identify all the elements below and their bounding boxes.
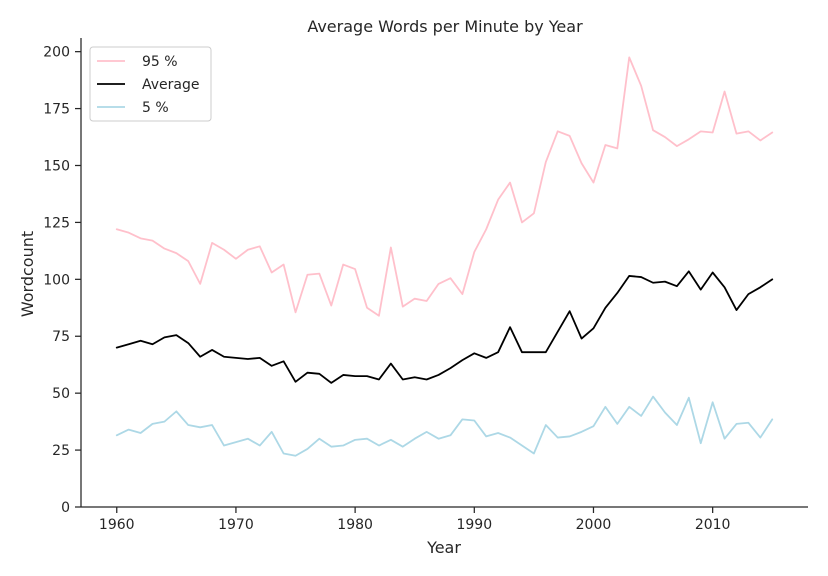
y-tick-label: 175 (43, 102, 70, 118)
y-axis: 0 25 50 75 100 125 150 175 200 (43, 38, 82, 516)
series-line-1 (115, 270, 774, 384)
legend-label-2: 5 % (142, 100, 169, 116)
legend: 95 % Average 5 % (89, 46, 212, 122)
legend-box (89, 46, 212, 122)
y-tick-label: 50 (52, 386, 70, 402)
x-axis-label: Year (426, 538, 461, 557)
y-tick-label: 0 (61, 500, 70, 516)
series-line-2 (115, 395, 774, 457)
series-line-0 (115, 56, 774, 317)
x-tick-label: 2010 (695, 517, 731, 533)
x-tick-label: 2000 (576, 517, 612, 533)
y-tick-label: 150 (43, 158, 70, 174)
y-tick-label: 75 (52, 329, 70, 345)
y-tick-label: 100 (43, 272, 70, 288)
y-tick-label: 200 (43, 45, 70, 61)
y-tick-label: 25 (52, 443, 70, 459)
x-tick-label: 1990 (456, 517, 492, 533)
legend-label-1: Average (142, 77, 200, 93)
chart-title: Average Words per Minute by Year (307, 17, 583, 36)
x-tick-label: 1960 (99, 517, 135, 533)
y-axis-label: Wordcount (18, 231, 37, 317)
y-tick-label: 125 (43, 215, 70, 231)
series-layer (115, 56, 774, 457)
legend-label-0: 95 % (142, 54, 178, 70)
x-tick-label: 1970 (218, 517, 254, 533)
x-axis: 1960 1970 1980 1990 2000 2010 (81, 506, 808, 533)
x-tick-label: 1980 (337, 517, 373, 533)
